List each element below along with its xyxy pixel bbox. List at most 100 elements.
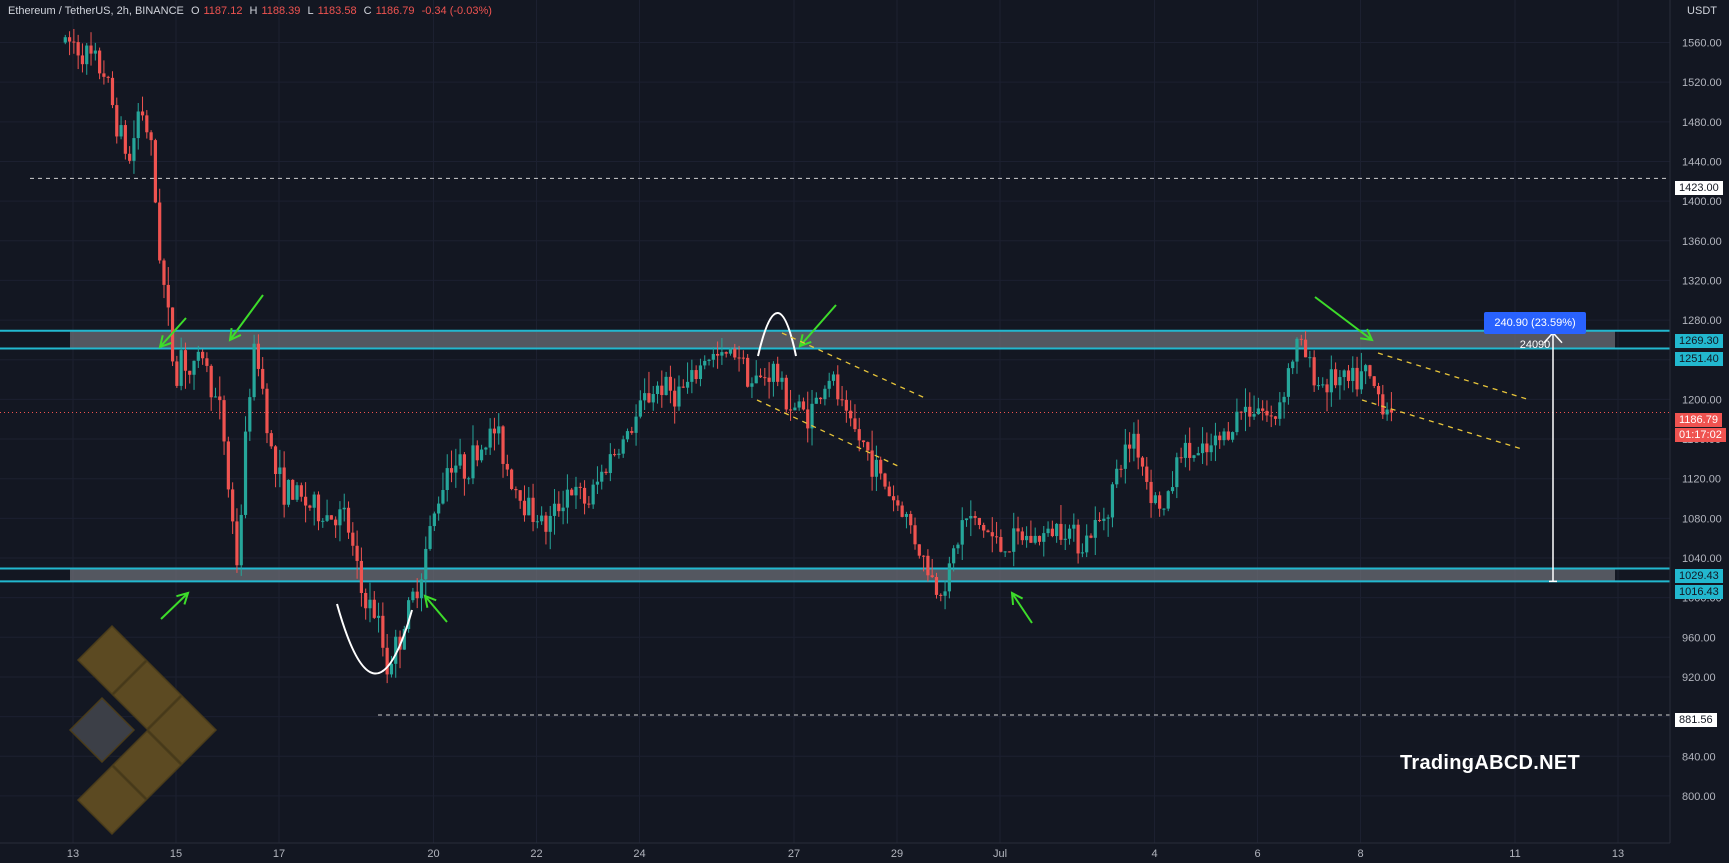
candle-body [617, 453, 621, 455]
candle-body [278, 467, 282, 475]
grid [0, 0, 1670, 843]
candle-body [1166, 491, 1170, 509]
candle-body [179, 350, 183, 386]
candle-body [879, 459, 883, 474]
candle-body [780, 377, 784, 382]
arrow-line [1011, 592, 1033, 624]
candle-body [1359, 371, 1363, 390]
candle-body [458, 454, 462, 466]
y-tick-label: 1080.00 [1682, 513, 1722, 525]
candle-body [1029, 535, 1033, 543]
change-value: -0.34 (-0.03%) [421, 5, 492, 17]
candle-body [750, 383, 754, 387]
candle-body [213, 396, 218, 398]
candle-body [1213, 435, 1218, 446]
candle-body [467, 478, 471, 480]
candle-body [1128, 444, 1132, 449]
arrow-head [423, 594, 437, 608]
candle-body [1235, 411, 1239, 433]
candle-body [1261, 408, 1265, 411]
candle-body [1368, 365, 1372, 377]
candle-body [492, 428, 497, 434]
arrow-head [1359, 328, 1374, 342]
candle-body [1123, 444, 1127, 469]
candle-body [1389, 409, 1393, 413]
candle-body [552, 503, 557, 516]
candle-body [454, 465, 458, 473]
candle-body [510, 469, 514, 490]
candle-body [1110, 484, 1115, 518]
candle-body [205, 358, 209, 366]
candle-body [527, 497, 531, 516]
candle-body [291, 479, 295, 500]
high-label: H [249, 5, 258, 17]
candle-body [1067, 528, 1072, 539]
candle-body [123, 125, 127, 154]
candle-body [1286, 368, 1290, 397]
candle-body [1334, 369, 1338, 386]
candle-body [166, 284, 170, 308]
candle-body [316, 494, 321, 522]
y-tick-label: 1360.00 [1682, 236, 1722, 248]
candle-body [904, 514, 909, 517]
y-tick-label: 1200.00 [1682, 394, 1722, 406]
symbol-title: Ethereum / TetherUS, 2h, BINANCE [8, 5, 184, 17]
candle-body [1372, 376, 1376, 387]
candle-body [1025, 535, 1029, 541]
candle-body [1170, 487, 1175, 492]
candle-body [359, 560, 363, 593]
candle-body [334, 519, 338, 526]
candle-body [346, 507, 351, 533]
candle-body [428, 526, 432, 549]
candle-body [265, 388, 269, 434]
candle-body [449, 468, 454, 473]
candle-body [711, 353, 715, 360]
price-tag-zone-bot-b: 1016.43 [1675, 585, 1723, 599]
candle-body [582, 487, 587, 504]
candle-body [956, 544, 960, 549]
candle-body [922, 555, 926, 557]
candle-body [926, 555, 930, 576]
candle-body [218, 396, 222, 401]
candle-body [1351, 367, 1355, 381]
candle-body [707, 359, 711, 361]
candle-body [158, 202, 162, 261]
candle-body [201, 351, 205, 359]
candle-body [990, 532, 994, 537]
candle-body [690, 370, 694, 382]
support-resistance-zones [0, 177, 1670, 716]
candle-body [437, 503, 441, 514]
candle-body [1376, 386, 1381, 395]
candle-body [1196, 453, 1200, 456]
logo-tile [146, 694, 218, 766]
candle-body [625, 431, 630, 440]
candle-body [1033, 535, 1037, 543]
candle-body [1007, 551, 1012, 553]
candle-body [72, 41, 76, 43]
candle-body [1346, 370, 1351, 381]
arrow-head [798, 334, 812, 348]
candle-body [1299, 338, 1303, 340]
candle-body [252, 343, 256, 398]
candle-body [831, 374, 836, 381]
candle-body [784, 377, 788, 410]
candle-body [977, 517, 981, 526]
candle-body [1179, 457, 1183, 459]
candle-body [643, 393, 647, 401]
candle-body [1385, 409, 1389, 415]
candle-body [471, 445, 475, 479]
x-tick-label: 11 [1509, 848, 1520, 860]
candle-body [1248, 406, 1252, 417]
candle-body [1059, 523, 1063, 540]
candle-body [196, 351, 200, 361]
x-tick-label: 13 [1612, 848, 1624, 860]
candle-body [758, 375, 763, 378]
candle-body [810, 403, 814, 429]
currency-label: USDT [1687, 5, 1717, 17]
candle-body [1016, 528, 1020, 532]
close-value: 1186.79 [375, 5, 415, 17]
candle-body [1222, 431, 1226, 441]
candle-body [874, 459, 878, 477]
candle-body [226, 441, 230, 490]
